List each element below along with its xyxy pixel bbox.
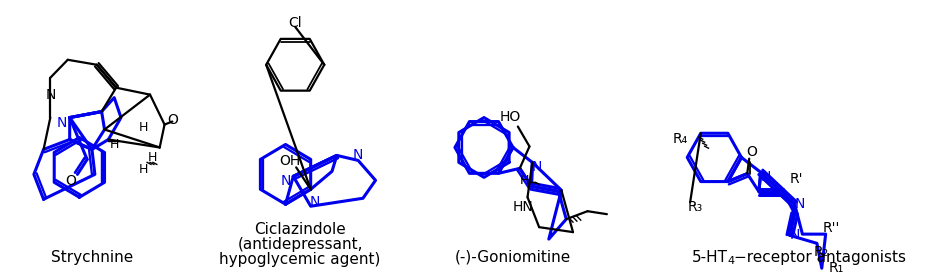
Text: N: N: [45, 88, 56, 102]
Text: N: N: [532, 160, 542, 175]
Text: Strychnine: Strychnine: [51, 250, 133, 265]
Text: R'': R'': [822, 221, 840, 235]
Text: H: H: [138, 121, 148, 134]
Text: N: N: [760, 170, 771, 184]
Text: Ciclazindole: Ciclazindole: [254, 222, 346, 237]
Text: −receptor antagonists: −receptor antagonists: [734, 250, 905, 265]
Text: R₁: R₁: [829, 261, 844, 275]
Text: H: H: [109, 138, 119, 151]
Text: R₄: R₄: [673, 132, 688, 147]
Text: (antidepressant,: (antidepressant,: [237, 237, 363, 252]
Text: N: N: [794, 197, 805, 211]
Text: 4: 4: [728, 256, 735, 266]
Text: Cl: Cl: [288, 16, 302, 30]
Text: H: H: [149, 151, 158, 164]
Text: hypoglycemic agent): hypoglycemic agent): [219, 252, 381, 266]
Text: H: H: [520, 174, 529, 187]
Text: R₃: R₃: [687, 200, 703, 214]
Text: R': R': [789, 172, 804, 186]
Text: HN: HN: [512, 200, 533, 214]
Text: OH: OH: [279, 154, 300, 168]
Text: O: O: [65, 174, 76, 188]
Text: R₂: R₂: [813, 245, 828, 259]
Text: N: N: [56, 116, 67, 130]
Text: H: H: [138, 163, 148, 176]
Text: N: N: [353, 148, 363, 162]
Text: (-)-Goniomitine: (-)-Goniomitine: [455, 250, 571, 265]
Text: N: N: [310, 195, 320, 209]
Text: HO: HO: [500, 109, 520, 124]
Text: 5-HT: 5-HT: [692, 250, 728, 265]
Text: O: O: [167, 112, 178, 127]
Text: N: N: [280, 174, 291, 188]
Text: O: O: [746, 145, 758, 159]
Text: N: N: [789, 228, 800, 242]
